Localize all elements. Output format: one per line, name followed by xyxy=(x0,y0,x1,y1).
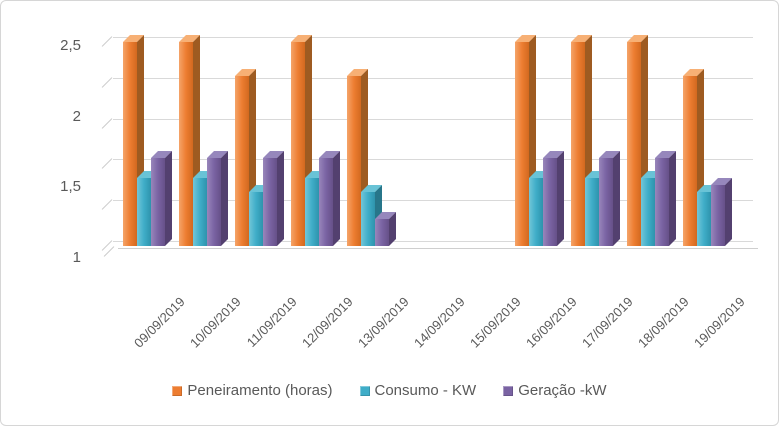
bar-peneiramento-horas-09-09-2019[interactable] xyxy=(123,42,137,246)
bar-peneiramento-horas-18-09-2019[interactable] xyxy=(627,42,641,246)
legend-item-consumo[interactable]: Consumo - KW xyxy=(359,382,477,399)
bar-gera-o-kw-12-09-2019[interactable] xyxy=(319,157,333,246)
y-axis-label: 1 xyxy=(72,249,81,266)
legend-swatch-geracao xyxy=(503,385,514,396)
bar-peneiramento-horas-10-09-2019[interactable] xyxy=(179,42,193,246)
gridline xyxy=(113,118,753,120)
x-axis-label: 12/09/2019 xyxy=(298,294,356,351)
axis-tick xyxy=(101,117,113,129)
bar-peneiramento-horas-12-09-2019[interactable] xyxy=(291,42,305,246)
axis-tick xyxy=(101,76,113,88)
y-axis-label: 1,5 xyxy=(60,178,81,196)
x-axis-label: 17/09/2019 xyxy=(578,294,636,351)
gridline xyxy=(113,37,753,38)
bar-peneiramento-horas-13-09-2019[interactable] xyxy=(347,76,361,246)
bar-gera-o-kw-11-09-2019[interactable] xyxy=(263,157,277,246)
legend-label: Consumo - KW xyxy=(374,382,477,399)
bar-gera-o-kw-16-09-2019[interactable] xyxy=(543,157,557,246)
legend-label: Peneiramento (horas) xyxy=(187,382,333,399)
x-axis-label: 19/09/2019 xyxy=(690,294,748,351)
legend-label: Geração -kW xyxy=(518,382,607,399)
bar-consumo-kw-18-09-2019[interactable] xyxy=(641,178,655,246)
bar-peneiramento-horas-11-09-2019[interactable] xyxy=(235,76,249,246)
legend-swatch-consumo xyxy=(359,385,370,396)
bar-consumo-kw-12-09-2019[interactable] xyxy=(305,178,319,246)
legend-item-peneiramento[interactable]: Peneiramento (horas) xyxy=(172,382,333,399)
bar-gera-o-kw-10-09-2019[interactable] xyxy=(207,157,221,246)
bar-peneiramento-horas-16-09-2019[interactable] xyxy=(515,42,529,246)
gridline xyxy=(113,200,753,202)
bar-gera-o-kw-17-09-2019[interactable] xyxy=(599,157,613,246)
bar-gera-o-kw-18-09-2019[interactable] xyxy=(655,157,669,246)
y-axis-label: 2,5 xyxy=(60,37,81,54)
axis-tick xyxy=(101,199,113,210)
x-axis-label: 16/09/2019 xyxy=(522,294,580,351)
bar-consumo-kw-17-09-2019[interactable] xyxy=(585,178,599,246)
gridline xyxy=(113,77,753,79)
gridline xyxy=(113,241,753,242)
bar-consumo-kw-16-09-2019[interactable] xyxy=(529,178,543,246)
x-axis-label: 13/09/2019 xyxy=(354,294,412,351)
legend: Peneiramento (horas) Consumo - KW Geraçã… xyxy=(1,382,778,399)
bar-consumo-kw-10-09-2019[interactable] xyxy=(193,178,207,246)
bar-gera-o-kw-09-09-2019[interactable] xyxy=(151,157,165,246)
bar-gera-o-kw-19-09-2019[interactable] xyxy=(711,184,725,246)
x-axis-label: 14/09/2019 xyxy=(410,294,468,351)
legend-swatch-peneiramento xyxy=(172,385,183,396)
legend-item-geracao[interactable]: Geração -kW xyxy=(503,382,607,399)
y-axis-label: 2 xyxy=(72,107,81,125)
bar-gera-o-kw-13-09-2019[interactable] xyxy=(375,218,389,246)
x-axis-label: 10/09/2019 xyxy=(186,294,244,351)
bar-consumo-kw-19-09-2019[interactable] xyxy=(697,191,711,246)
gridline xyxy=(113,159,753,161)
floor-line xyxy=(118,248,758,249)
bar-peneiramento-horas-17-09-2019[interactable] xyxy=(571,42,585,246)
bar-consumo-kw-09-09-2019[interactable] xyxy=(137,178,151,246)
x-axis-label: 18/09/2019 xyxy=(634,294,692,351)
bar-consumo-kw-13-09-2019[interactable] xyxy=(361,191,375,246)
axis-tick xyxy=(101,36,113,47)
x-axis-label: 15/09/2019 xyxy=(466,294,524,351)
x-axis-label: 11/09/2019 xyxy=(243,294,300,350)
x-axis-label: 09/09/2019 xyxy=(130,294,188,351)
bar-peneiramento-horas-19-09-2019[interactable] xyxy=(683,76,697,246)
axis-tick xyxy=(101,158,113,170)
bar-consumo-kw-11-09-2019[interactable] xyxy=(249,191,263,246)
